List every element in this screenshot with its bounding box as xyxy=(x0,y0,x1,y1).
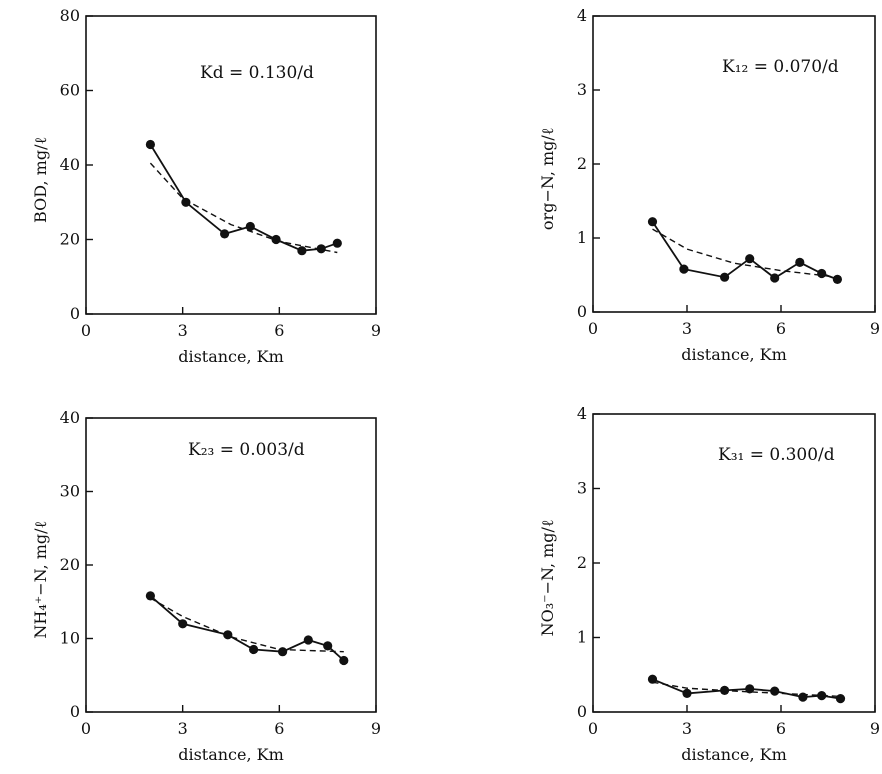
y-tick-label: 1 xyxy=(577,628,587,647)
observed-point xyxy=(297,246,307,256)
observed-point xyxy=(679,264,689,274)
y-tick-label: 20 xyxy=(60,555,80,574)
observed-point xyxy=(795,257,805,267)
x-tick-label: 3 xyxy=(682,319,692,338)
observed-point xyxy=(835,694,846,704)
y-tick-label: 40 xyxy=(60,408,80,427)
y-tick-label: 80 xyxy=(60,6,80,25)
rate-constant-annotation: K₁₂ = 0.070/d xyxy=(722,57,839,77)
x-tick-label: 6 xyxy=(274,321,284,340)
observed-point xyxy=(181,197,191,207)
rate-constant-annotation: Kd = 0.130/d xyxy=(200,63,314,83)
y-tick-label: 4 xyxy=(577,6,587,25)
observed-point xyxy=(770,686,780,696)
y-tick-label: 3 xyxy=(577,80,587,99)
model-fit-line xyxy=(652,681,841,698)
y-tick-label: 30 xyxy=(60,482,80,501)
x-tick-label: 9 xyxy=(371,719,381,738)
chart-panel-nh4: 0 10 20 30 40 0 3 6 9 distance, Km NH₄⁺−N, mg/ℓ K₂₃… xyxy=(31,408,381,764)
y-tick-label: 10 xyxy=(60,629,80,648)
observed-point xyxy=(303,635,313,645)
x-tick-label: 0 xyxy=(588,319,598,338)
observed-point xyxy=(145,139,155,150)
chart-panel-orgn: 0 1 2 3 4 0 3 6 9 distance, Km org−N, mg/ℓ K₁₂ = 0.… xyxy=(538,6,880,364)
x-tick-label: 6 xyxy=(776,719,786,738)
observed-point xyxy=(745,254,755,264)
x-tick-label: 6 xyxy=(274,719,284,738)
x-tick-label: 3 xyxy=(682,719,692,738)
observed-point xyxy=(647,217,658,227)
y-tick-label: 2 xyxy=(577,154,587,173)
y-tick-label: 1 xyxy=(577,228,587,247)
rate-constant-annotation: K₂₃ = 0.003/d xyxy=(188,440,305,460)
x-tick-label: 9 xyxy=(371,321,381,340)
model-fit-line xyxy=(149,162,338,254)
x-tick-label: 0 xyxy=(81,321,91,340)
x-axis-title: distance, Km xyxy=(681,345,787,364)
y-tick-label: 60 xyxy=(60,81,80,100)
x-tick-label: 9 xyxy=(870,319,880,338)
y-axis-title: BOD, mg/ℓ xyxy=(31,137,50,223)
y-tick-label: 40 xyxy=(60,155,80,174)
observed-point xyxy=(278,647,288,657)
observed-point xyxy=(339,655,349,666)
x-tick-label: 3 xyxy=(178,321,188,340)
y-axis-title: NO₃⁻−N, mg/ℓ xyxy=(538,519,557,636)
y-tick-label: 3 xyxy=(577,479,587,498)
x-axis-title: distance, Km xyxy=(681,745,787,764)
observed-point xyxy=(832,274,843,284)
observed-point xyxy=(770,273,780,283)
y-tick-label: 0 xyxy=(70,304,80,323)
x-axis-title: distance, Km xyxy=(178,745,284,764)
y-tick-label: 20 xyxy=(60,230,80,249)
chart-panel-no3: 0 1 2 3 4 0 3 6 9 distance, Km NO₃⁻−N, mg/ℓ K₃₁ = 0… xyxy=(538,404,880,764)
observed-point xyxy=(178,619,188,629)
x-tick-label: 0 xyxy=(588,719,598,738)
observed-point xyxy=(647,674,658,684)
y-tick-label: 0 xyxy=(577,302,587,321)
observed-point xyxy=(223,630,233,640)
observed-line xyxy=(149,144,338,252)
model-fit-line xyxy=(150,597,344,653)
x-tick-label: 6 xyxy=(776,319,786,338)
observed-point xyxy=(332,238,342,248)
x-axis-title: distance, Km xyxy=(178,347,284,366)
rate-constant-annotation: K₃₁ = 0.300/d xyxy=(718,445,835,465)
y-tick-label: 2 xyxy=(577,553,587,572)
x-tick-label: 3 xyxy=(178,719,188,738)
plot-frame xyxy=(85,15,377,315)
observed-point xyxy=(249,644,259,655)
model-fit-line xyxy=(652,228,838,278)
observed-point xyxy=(682,688,692,699)
y-tick-label: 0 xyxy=(70,702,80,721)
y-axis-title: org−N, mg/ℓ xyxy=(538,127,557,230)
y-tick-label: 0 xyxy=(577,702,587,721)
observed-point xyxy=(323,641,333,651)
observed-point xyxy=(817,268,827,279)
observed-point xyxy=(245,221,255,232)
observed-point xyxy=(271,234,281,245)
observed-point xyxy=(316,244,326,254)
x-tick-label: 9 xyxy=(870,719,880,738)
observed-point xyxy=(720,272,730,282)
observed-point xyxy=(220,229,230,239)
observed-point xyxy=(145,591,155,601)
chart-panel-bod: 0 20 40 60 80 0 3 6 9 distance, Km BOD, mg/ℓ Kd = 0… xyxy=(31,6,381,366)
y-tick-label: 4 xyxy=(577,404,587,423)
y-axis-title: NH₄⁺−N, mg/ℓ xyxy=(31,520,50,638)
x-tick-label: 0 xyxy=(81,719,91,738)
observed-point xyxy=(817,691,827,701)
plot-frame xyxy=(85,417,377,713)
